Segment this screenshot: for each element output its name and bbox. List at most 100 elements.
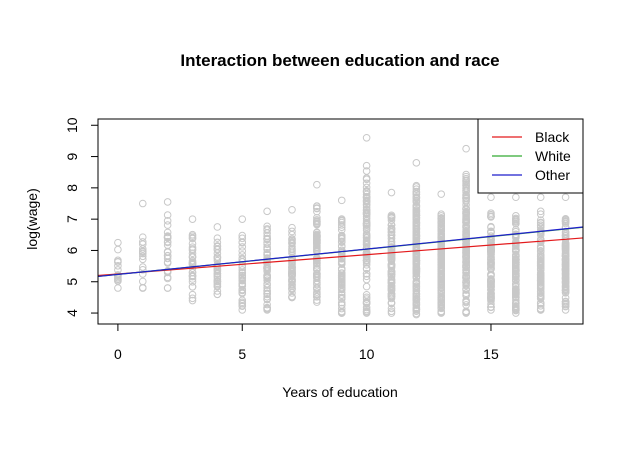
- data-point: [188, 275, 197, 283]
- data-point: [387, 283, 396, 292]
- data-point: [462, 176, 470, 185]
- data-point: [337, 226, 346, 234]
- data-point: [487, 289, 495, 297]
- data-point: [412, 249, 421, 257]
- data-point: [561, 193, 570, 202]
- data-point: [362, 275, 371, 284]
- data-point: [337, 242, 346, 251]
- data-point: [362, 192, 371, 201]
- data-point: [337, 293, 346, 302]
- data-point: [561, 246, 570, 255]
- data-point: [337, 237, 346, 246]
- data-point: [288, 223, 296, 232]
- data-point: [362, 209, 371, 217]
- data-point: [462, 308, 470, 317]
- data-point: [462, 297, 470, 306]
- data-point: [487, 294, 495, 303]
- data-point: [288, 235, 296, 244]
- data-point: [536, 236, 545, 244]
- data-point: [313, 269, 321, 278]
- data-point: [163, 241, 172, 249]
- data-point: [437, 284, 446, 292]
- x-axis-label: Years of education: [282, 384, 397, 400]
- data-point: [288, 227, 296, 236]
- data-point: [337, 291, 346, 299]
- data-point: [288, 205, 296, 214]
- data-point: [536, 216, 545, 224]
- data-point: [337, 221, 346, 229]
- data-point: [313, 260, 321, 268]
- chart-title: Interaction between education and race: [180, 51, 499, 70]
- data-point: [437, 250, 446, 258]
- legend-label-white: White: [535, 148, 571, 164]
- data-point: [238, 271, 247, 280]
- data-point: [462, 201, 470, 209]
- data-point: [288, 284, 296, 293]
- data-point: [412, 218, 421, 227]
- data-point: [437, 255, 446, 263]
- data-point: [213, 242, 222, 251]
- data-point: [512, 216, 520, 224]
- data-point: [437, 190, 446, 198]
- data-point: [238, 276, 247, 285]
- data-point: [561, 252, 570, 261]
- data-point: [412, 211, 421, 219]
- data-point: [536, 299, 545, 307]
- data-point: [536, 223, 545, 232]
- data-point: [313, 202, 321, 210]
- data-point: [362, 161, 371, 170]
- data-point: [462, 223, 470, 232]
- data-point: [263, 225, 271, 233]
- data-point: [362, 196, 371, 204]
- data-point: [362, 234, 371, 242]
- data-point: [487, 222, 495, 231]
- data-point: [437, 275, 446, 284]
- data-point: [462, 258, 470, 267]
- data-point: [263, 295, 271, 304]
- data-point: [362, 236, 371, 244]
- data-point: [437, 266, 446, 275]
- data-point: [462, 180, 470, 189]
- data-point: [462, 193, 470, 202]
- data-point: [536, 294, 545, 303]
- data-point: [437, 215, 446, 223]
- data-point: [263, 229, 271, 237]
- data-point: [387, 304, 396, 313]
- data-point: [313, 298, 321, 306]
- data-point: [412, 220, 421, 229]
- data-point: [362, 198, 371, 206]
- data-point: [263, 267, 271, 276]
- y-tick-label: 6: [64, 246, 80, 254]
- data-point: [462, 226, 470, 235]
- data-point: [362, 175, 371, 184]
- data-point: [138, 233, 147, 241]
- data-point: [561, 243, 570, 252]
- data-point: [362, 206, 371, 215]
- data-point: [188, 253, 197, 262]
- data-point: [313, 217, 321, 225]
- data-point: [163, 217, 172, 225]
- data-point: [561, 256, 570, 265]
- data-point: [163, 254, 172, 263]
- lines-layer: [97, 226, 584, 278]
- data-point: [238, 301, 247, 310]
- y-axis: 4 5 6 7 8 9 10: [64, 117, 99, 317]
- data-point: [114, 284, 122, 292]
- data-point: [138, 247, 147, 255]
- data-point: [114, 245, 122, 254]
- data-point: [462, 268, 470, 277]
- data-point: [238, 266, 247, 274]
- data-point: [437, 308, 446, 317]
- data-point: [462, 188, 470, 197]
- data-point: [387, 268, 396, 276]
- data-point: [337, 217, 346, 225]
- data-point: [412, 293, 421, 301]
- data-point: [512, 288, 520, 296]
- data-point: [387, 253, 396, 262]
- data-point: [114, 256, 122, 265]
- series-line-other: [97, 226, 584, 278]
- data-point: [487, 253, 495, 262]
- data-point: [536, 265, 545, 274]
- data-point: [263, 276, 271, 285]
- data-point: [188, 234, 197, 243]
